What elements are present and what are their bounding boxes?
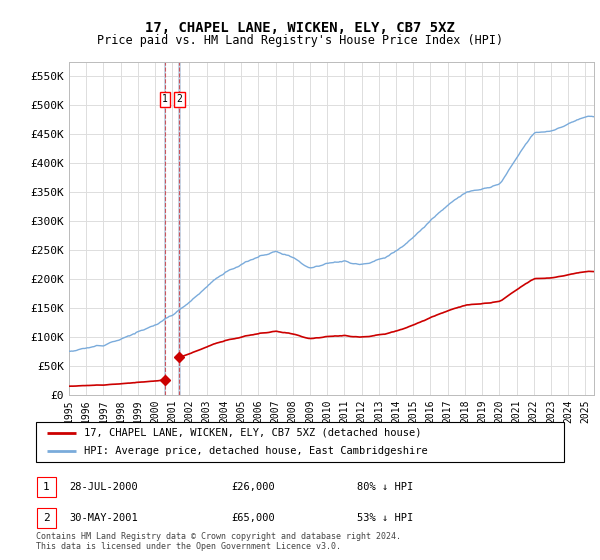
Text: 1: 1: [162, 94, 168, 104]
Text: 80% ↓ HPI: 80% ↓ HPI: [357, 482, 413, 492]
Text: 1: 1: [43, 482, 50, 492]
Text: Contains HM Land Registry data © Crown copyright and database right 2024.
This d: Contains HM Land Registry data © Crown c…: [36, 532, 401, 552]
Bar: [164, 62, 166, 395]
Bar: [178, 62, 181, 395]
Text: 53% ↓ HPI: 53% ↓ HPI: [357, 513, 413, 523]
Text: HPI: Average price, detached house, East Cambridgeshire: HPI: Average price, detached house, East…: [83, 446, 427, 456]
Text: 30-MAY-2001: 30-MAY-2001: [69, 513, 138, 523]
Text: 2: 2: [176, 94, 182, 104]
Text: £65,000: £65,000: [231, 513, 275, 523]
Text: £26,000: £26,000: [231, 482, 275, 492]
Text: 28-JUL-2000: 28-JUL-2000: [69, 482, 138, 492]
Text: Price paid vs. HM Land Registry's House Price Index (HPI): Price paid vs. HM Land Registry's House …: [97, 34, 503, 46]
Text: 17, CHAPEL LANE, WICKEN, ELY, CB7 5XZ: 17, CHAPEL LANE, WICKEN, ELY, CB7 5XZ: [145, 21, 455, 35]
Text: 17, CHAPEL LANE, WICKEN, ELY, CB7 5XZ (detached house): 17, CHAPEL LANE, WICKEN, ELY, CB7 5XZ (d…: [83, 428, 421, 437]
Text: 2: 2: [43, 513, 50, 523]
